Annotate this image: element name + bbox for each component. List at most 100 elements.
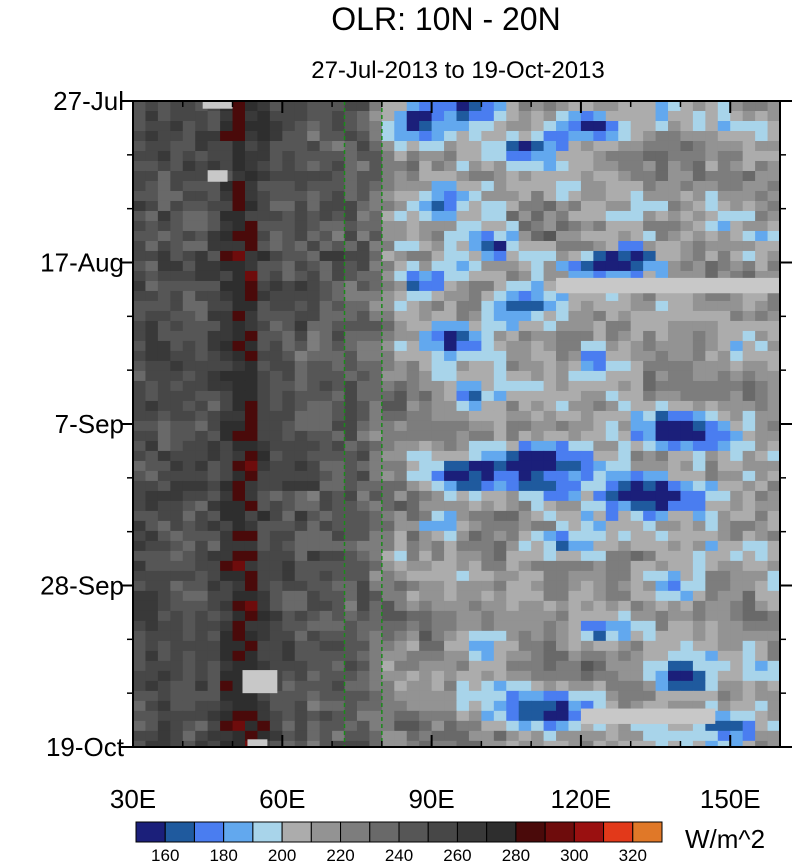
olr-cell bbox=[705, 660, 719, 672]
olr-cell bbox=[717, 310, 731, 322]
olr-cell bbox=[717, 430, 731, 442]
olr-cell bbox=[157, 650, 171, 662]
olr-cell bbox=[755, 720, 769, 732]
olr-cell bbox=[394, 470, 408, 482]
olr-cell bbox=[630, 660, 644, 672]
olr-cell bbox=[668, 140, 682, 152]
olr-cell bbox=[332, 510, 346, 522]
olr-cell bbox=[170, 730, 184, 742]
olr-cell bbox=[531, 380, 545, 392]
olr-cell bbox=[556, 620, 570, 632]
olr-cell bbox=[133, 280, 147, 292]
olr-cell bbox=[518, 670, 532, 682]
olr-cell bbox=[294, 350, 308, 362]
olr-cell bbox=[419, 600, 433, 612]
olr-cell bbox=[680, 550, 694, 562]
olr-cell bbox=[133, 210, 147, 222]
olr-cell bbox=[506, 121, 520, 132]
olr-cell bbox=[568, 400, 582, 412]
olr-cell bbox=[668, 660, 682, 672]
olr-cell bbox=[630, 160, 644, 172]
olr-cell bbox=[655, 600, 669, 612]
olr-cell bbox=[369, 200, 383, 212]
olr-cell bbox=[307, 640, 321, 652]
olr-cell bbox=[680, 220, 694, 232]
olr-cell bbox=[605, 420, 619, 432]
olr-cell bbox=[767, 670, 780, 682]
olr-cell bbox=[556, 400, 570, 412]
olr-cell bbox=[257, 470, 271, 482]
olr-cell bbox=[680, 660, 694, 672]
olr-cell bbox=[481, 420, 495, 432]
olr-cell bbox=[668, 530, 682, 542]
olr-cell bbox=[568, 210, 582, 222]
olr-cell bbox=[220, 190, 234, 202]
olr-cell bbox=[257, 111, 271, 122]
olr-cell bbox=[319, 360, 333, 372]
olr-cell bbox=[556, 700, 570, 712]
olr-cell bbox=[431, 101, 445, 112]
olr-cell bbox=[668, 310, 682, 322]
olr-cell bbox=[531, 170, 545, 182]
olr-cell bbox=[605, 470, 619, 482]
olr-cell bbox=[394, 620, 408, 632]
olr-cell bbox=[518, 230, 532, 242]
olr-cell bbox=[381, 590, 395, 602]
colorbar-label: 280 bbox=[502, 846, 530, 863]
olr-cell bbox=[157, 430, 171, 442]
olr-cell bbox=[605, 310, 619, 322]
olr-cell bbox=[369, 190, 383, 202]
olr-cell bbox=[531, 490, 545, 502]
olr-cell bbox=[269, 600, 283, 612]
olr-cell bbox=[742, 500, 756, 512]
olr-cell bbox=[655, 111, 669, 122]
olr-cell bbox=[755, 450, 769, 462]
olr-cell bbox=[145, 650, 159, 662]
olr-cell bbox=[668, 121, 682, 132]
olr-cell bbox=[319, 121, 333, 132]
olr-cell bbox=[431, 580, 445, 592]
olr-cell bbox=[394, 520, 408, 532]
olr-cell bbox=[220, 510, 234, 522]
olr-cell bbox=[468, 440, 482, 452]
olr-cell bbox=[456, 580, 470, 592]
olr-cell bbox=[195, 630, 209, 642]
olr-cell bbox=[680, 430, 694, 442]
olr-cell bbox=[133, 620, 147, 632]
olr-cell bbox=[307, 370, 321, 382]
olr-cell bbox=[692, 400, 706, 412]
olr-cell bbox=[244, 130, 259, 142]
olr-cell bbox=[307, 600, 321, 612]
olr-cell bbox=[518, 650, 532, 662]
olr-cell bbox=[319, 500, 333, 512]
olr-cell bbox=[157, 720, 171, 732]
olr-cell bbox=[406, 510, 420, 522]
olr-cell bbox=[220, 580, 234, 592]
olr-cell bbox=[506, 240, 520, 252]
olr-cell bbox=[381, 680, 395, 692]
olr-cell bbox=[668, 680, 682, 692]
olr-cell bbox=[568, 340, 582, 352]
olr-cell bbox=[668, 720, 682, 732]
olr-cell bbox=[294, 500, 308, 512]
olr-cell bbox=[133, 350, 147, 362]
olr-cell bbox=[705, 580, 719, 592]
olr-cell bbox=[605, 140, 619, 152]
olr-cell bbox=[244, 340, 259, 352]
olr-cell bbox=[419, 550, 433, 562]
olr-cell bbox=[356, 420, 370, 432]
olr-cell bbox=[431, 650, 445, 662]
olr-cell bbox=[655, 510, 669, 522]
olr-cell bbox=[145, 420, 159, 432]
olr-cell bbox=[531, 180, 545, 192]
olr-cell bbox=[643, 600, 657, 612]
olr-cell bbox=[170, 101, 184, 112]
olr-cell bbox=[195, 700, 209, 712]
olr-cell bbox=[207, 470, 221, 482]
olr-cell bbox=[431, 590, 445, 602]
olr-cell bbox=[232, 680, 246, 692]
olr-cell bbox=[755, 690, 769, 702]
olr-cell bbox=[269, 450, 283, 462]
olr-cell bbox=[356, 370, 370, 382]
olr-cell bbox=[580, 720, 594, 732]
